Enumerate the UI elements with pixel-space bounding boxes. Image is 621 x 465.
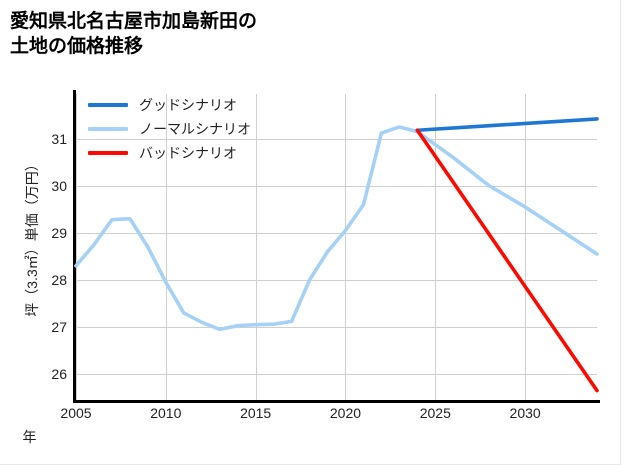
chart-title: 愛知県北名古屋市加島新田の 土地の価格推移 <box>10 11 258 58</box>
y-tick-label: 26 <box>51 366 67 383</box>
x-tick-label: 2005 <box>60 405 92 421</box>
legend-swatch-icon <box>88 103 128 107</box>
y-tick-label: 30 <box>51 177 67 194</box>
legend-label: ノーマルシナリオ <box>139 121 251 137</box>
legend-item-bad[interactable]: バッドシナリオ <box>88 141 298 165</box>
x-tick-label: 2020 <box>329 405 362 421</box>
x-tick-label: 2025 <box>419 405 451 421</box>
x-gridline <box>76 94 77 400</box>
y-axis-label: 坪（3.3㎡）単価（万円） <box>24 157 40 317</box>
legend-item-good[interactable]: グッドシナリオ <box>88 93 298 117</box>
legend-label: グッドシナリオ <box>139 97 237 113</box>
y-gridline <box>76 374 597 376</box>
x-axis-label: 年 <box>0 427 621 447</box>
x-axis-label-text: 年 <box>22 429 37 445</box>
y-gridline <box>76 185 597 187</box>
y-gridline <box>76 232 597 234</box>
y-gridline <box>76 279 597 281</box>
legend-label: バッドシナリオ <box>139 145 237 161</box>
legend-item-normal[interactable]: ノーマルシナリオ <box>88 117 298 141</box>
y-axis-line <box>73 90 76 400</box>
x-axis-line <box>73 400 600 403</box>
y-gridline <box>76 327 597 329</box>
y-tick-label: 31 <box>51 130 67 147</box>
x-gridline <box>435 94 437 400</box>
x-tick-label: 2030 <box>509 405 541 421</box>
legend-swatch-icon <box>88 151 128 155</box>
legend-swatch-icon <box>88 127 128 131</box>
y-tick-label: 28 <box>51 271 67 288</box>
chart-legend: グッドシナリオ ノーマルシナリオ バッドシナリオ <box>88 93 298 165</box>
y-tick-label: 29 <box>51 224 67 241</box>
y-axis-ticks: 26 27 28 29 30 31 <box>35 0 67 465</box>
x-tick-label: 2010 <box>150 405 182 421</box>
y-tick-label: 27 <box>51 319 67 336</box>
x-gridline <box>345 94 347 400</box>
x-tick-label: 2015 <box>240 405 272 421</box>
x-gridline <box>525 94 527 400</box>
